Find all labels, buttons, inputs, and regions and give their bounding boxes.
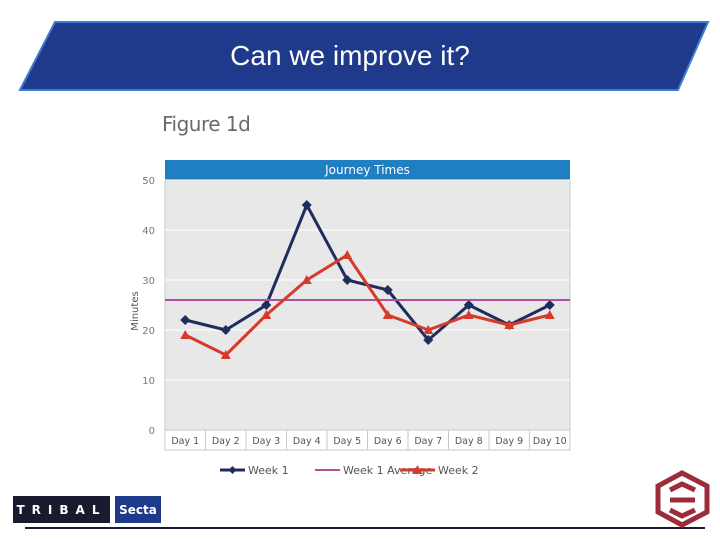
chart-title: Journey Times — [324, 163, 410, 177]
week1-point — [261, 300, 272, 310]
y-tick-label: 10 — [142, 376, 155, 387]
week2-point — [463, 310, 474, 319]
week1-point — [220, 325, 231, 335]
footer-divider — [25, 527, 705, 529]
secta-logo: Secta — [115, 496, 161, 523]
x-tick-label: Day 7 — [414, 436, 442, 447]
week2-point — [504, 320, 515, 329]
emblem-logo — [655, 470, 710, 528]
legend-label: Week 2 — [438, 464, 479, 477]
x-tick-label: Day 9 — [495, 436, 523, 447]
y-tick-label: 50 — [142, 176, 155, 187]
week2-point — [180, 330, 191, 339]
legend-label: Week 1 — [248, 464, 289, 477]
x-tick-label: Day 1 — [171, 436, 199, 447]
y-tick-label: 30 — [142, 276, 155, 287]
x-tick-label: Day 2 — [212, 436, 240, 447]
y-tick-label: 0 — [149, 426, 155, 437]
week2-point — [544, 310, 555, 319]
legend-marker — [228, 466, 237, 474]
week2-point — [301, 275, 312, 284]
week2-point — [261, 310, 272, 319]
title-banner-shape — [18, 21, 710, 91]
y-tick-label: 20 — [142, 326, 155, 337]
legend-label: Week 1 Average — [343, 464, 433, 477]
week1-point — [342, 275, 353, 285]
title-banner — [18, 21, 710, 91]
week1-point — [301, 200, 312, 210]
journey-times-chart: Journey Times 0 10 20 30 40 50 Minutes Day 1 Day … — [130, 160, 571, 477]
week2-point — [342, 250, 353, 259]
x-tick-cell — [529, 429, 571, 451]
week1-point — [382, 285, 393, 295]
tribal-logo: TRIBAL — [13, 496, 110, 523]
x-tick-label: Day 8 — [455, 436, 483, 447]
week1-point — [423, 335, 434, 345]
slide-title: Can we improve it? — [230, 40, 470, 71]
x-tick-label: Day 10 — [533, 436, 567, 447]
week2-point — [382, 310, 393, 319]
legend-marker — [412, 465, 423, 474]
week2-point — [220, 350, 231, 359]
y-axis-label: Minutes — [130, 291, 141, 330]
plot-area — [164, 179, 571, 431]
y-tick-label: 40 — [142, 226, 155, 237]
series-line-week-2 — [184, 253, 551, 357]
week1-point — [544, 300, 555, 310]
chart-header — [165, 160, 570, 180]
x-tick-label: Day 5 — [333, 436, 361, 447]
week2-point — [423, 325, 434, 334]
figure-label: Figure 1d — [162, 112, 251, 136]
week1-point — [180, 315, 191, 325]
x-tick-label: Day 3 — [252, 436, 280, 447]
x-tick-label: Day 4 — [293, 436, 321, 447]
week1-point — [463, 300, 474, 310]
x-tick-label: Day 6 — [374, 436, 402, 447]
